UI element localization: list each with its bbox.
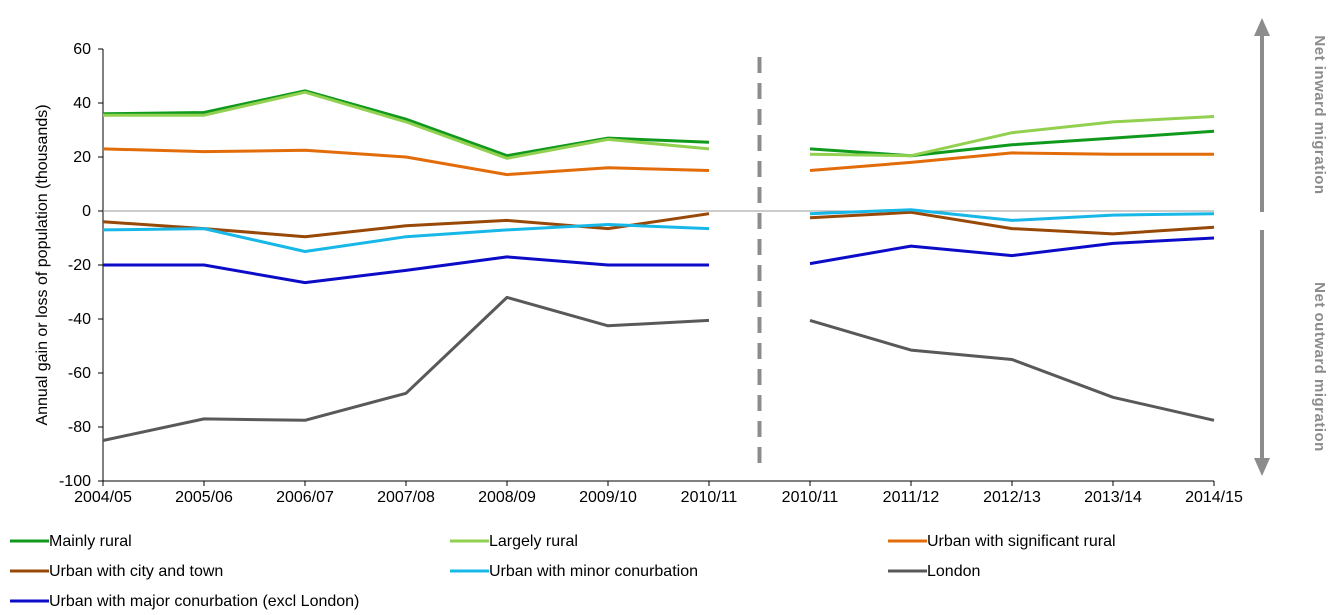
series-line-segment [809,236,1215,266]
down-arrow-head [1254,458,1270,476]
legend-label: Urban with minor conurbation [489,563,698,580]
legend-item-london: London [888,563,980,580]
legend-label: Mainly rural [49,533,132,550]
x-axis: 2004/05 2005/06 2006/07 2007/08 2008/09 2009/… [74,480,1243,506]
x-tick-label: 2007/08 [377,489,435,506]
x-tick-label: 2013/14 [1084,489,1142,506]
y-tick-label: -80 [68,419,91,436]
legend-item-mainly-rural: Mainly rural [10,533,132,550]
migration-arrows [1254,18,1270,476]
y-axis-label: Annual gain or loss of population (thous… [34,104,51,425]
up-arrow-head [1254,18,1270,36]
legend-item-urban-with-city-and-town: Urban with city and town [10,563,223,580]
x-tick-label: 2010/11 [782,489,839,506]
series-london [102,295,1215,442]
legend: Mainly rural Largely rural Urban with sign… [10,533,1116,610]
y-tick-label: 0 [82,203,91,220]
legend-label: London [927,563,980,580]
series-urban-with-major-conurbation-excl-london [103,236,1215,285]
series-layer [102,89,1215,442]
series-urban-with-city-and-town [102,210,1215,239]
x-tick-label: 2004/05 [74,489,132,506]
series-line-segment [809,151,1214,172]
legend-label: Largely rural [489,533,578,550]
series-line-segment [103,255,709,285]
legend-item-urban-with-significant-rural: Urban with significant rural [888,533,1116,550]
x-tick-label: 2010/11 [681,489,738,506]
series-line-segment [809,208,1215,222]
x-tick-label: 2011/12 [883,489,940,506]
net-outward-migration-label: Net outward migration [1311,282,1328,452]
y-axis: 60 40 20 0 -20 -40 -60 -80 -100 [59,41,104,490]
y-tick-label: -40 [68,311,91,328]
y-tick-label: 60 [73,41,91,58]
series-urban-with-significant-rural [102,147,1214,177]
legend-item-urban-with-major-conurbation-excl-london: Urban with major conurbation (excl Londo… [10,593,359,610]
y-tick-label: -100 [59,473,91,490]
series-line-segment [809,129,1215,158]
x-tick-label: 2008/09 [478,489,536,506]
x-tick-label: 2014/15 [1185,489,1243,506]
legend-label: Urban with significant rural [927,533,1116,550]
x-tick-label: 2005/06 [175,489,233,506]
legend-item-largely-rural: Largely rural [450,533,578,550]
y-tick-label: 40 [73,95,91,112]
net-inward-migration-label: Net inward migration [1311,35,1328,194]
series-line-segment [809,318,1215,422]
series-line-segment [102,147,710,177]
y-tick-label: -20 [68,257,91,274]
y-tick-label: -60 [68,365,91,382]
y-tick-label: 20 [73,149,91,166]
x-tick-label: 2009/10 [579,489,637,506]
x-tick-label: 2012/13 [983,489,1041,506]
series-line-segment [809,210,1215,236]
legend-label: Urban with city and town [49,563,223,580]
series-line-segment [102,223,710,253]
legend-item-urban-with-minor-conurbation: Urban with minor conurbation [450,563,698,580]
series-line-segment [103,90,710,160]
series-line-segment [809,115,1215,158]
legend-label: Urban with major conurbation (excl Londo… [49,593,359,610]
series-urban-with-minor-conurbation [102,208,1215,253]
series-largely-rural [103,90,1215,160]
x-tick-label: 2006/07 [276,489,334,506]
series-line-segment [102,295,710,442]
